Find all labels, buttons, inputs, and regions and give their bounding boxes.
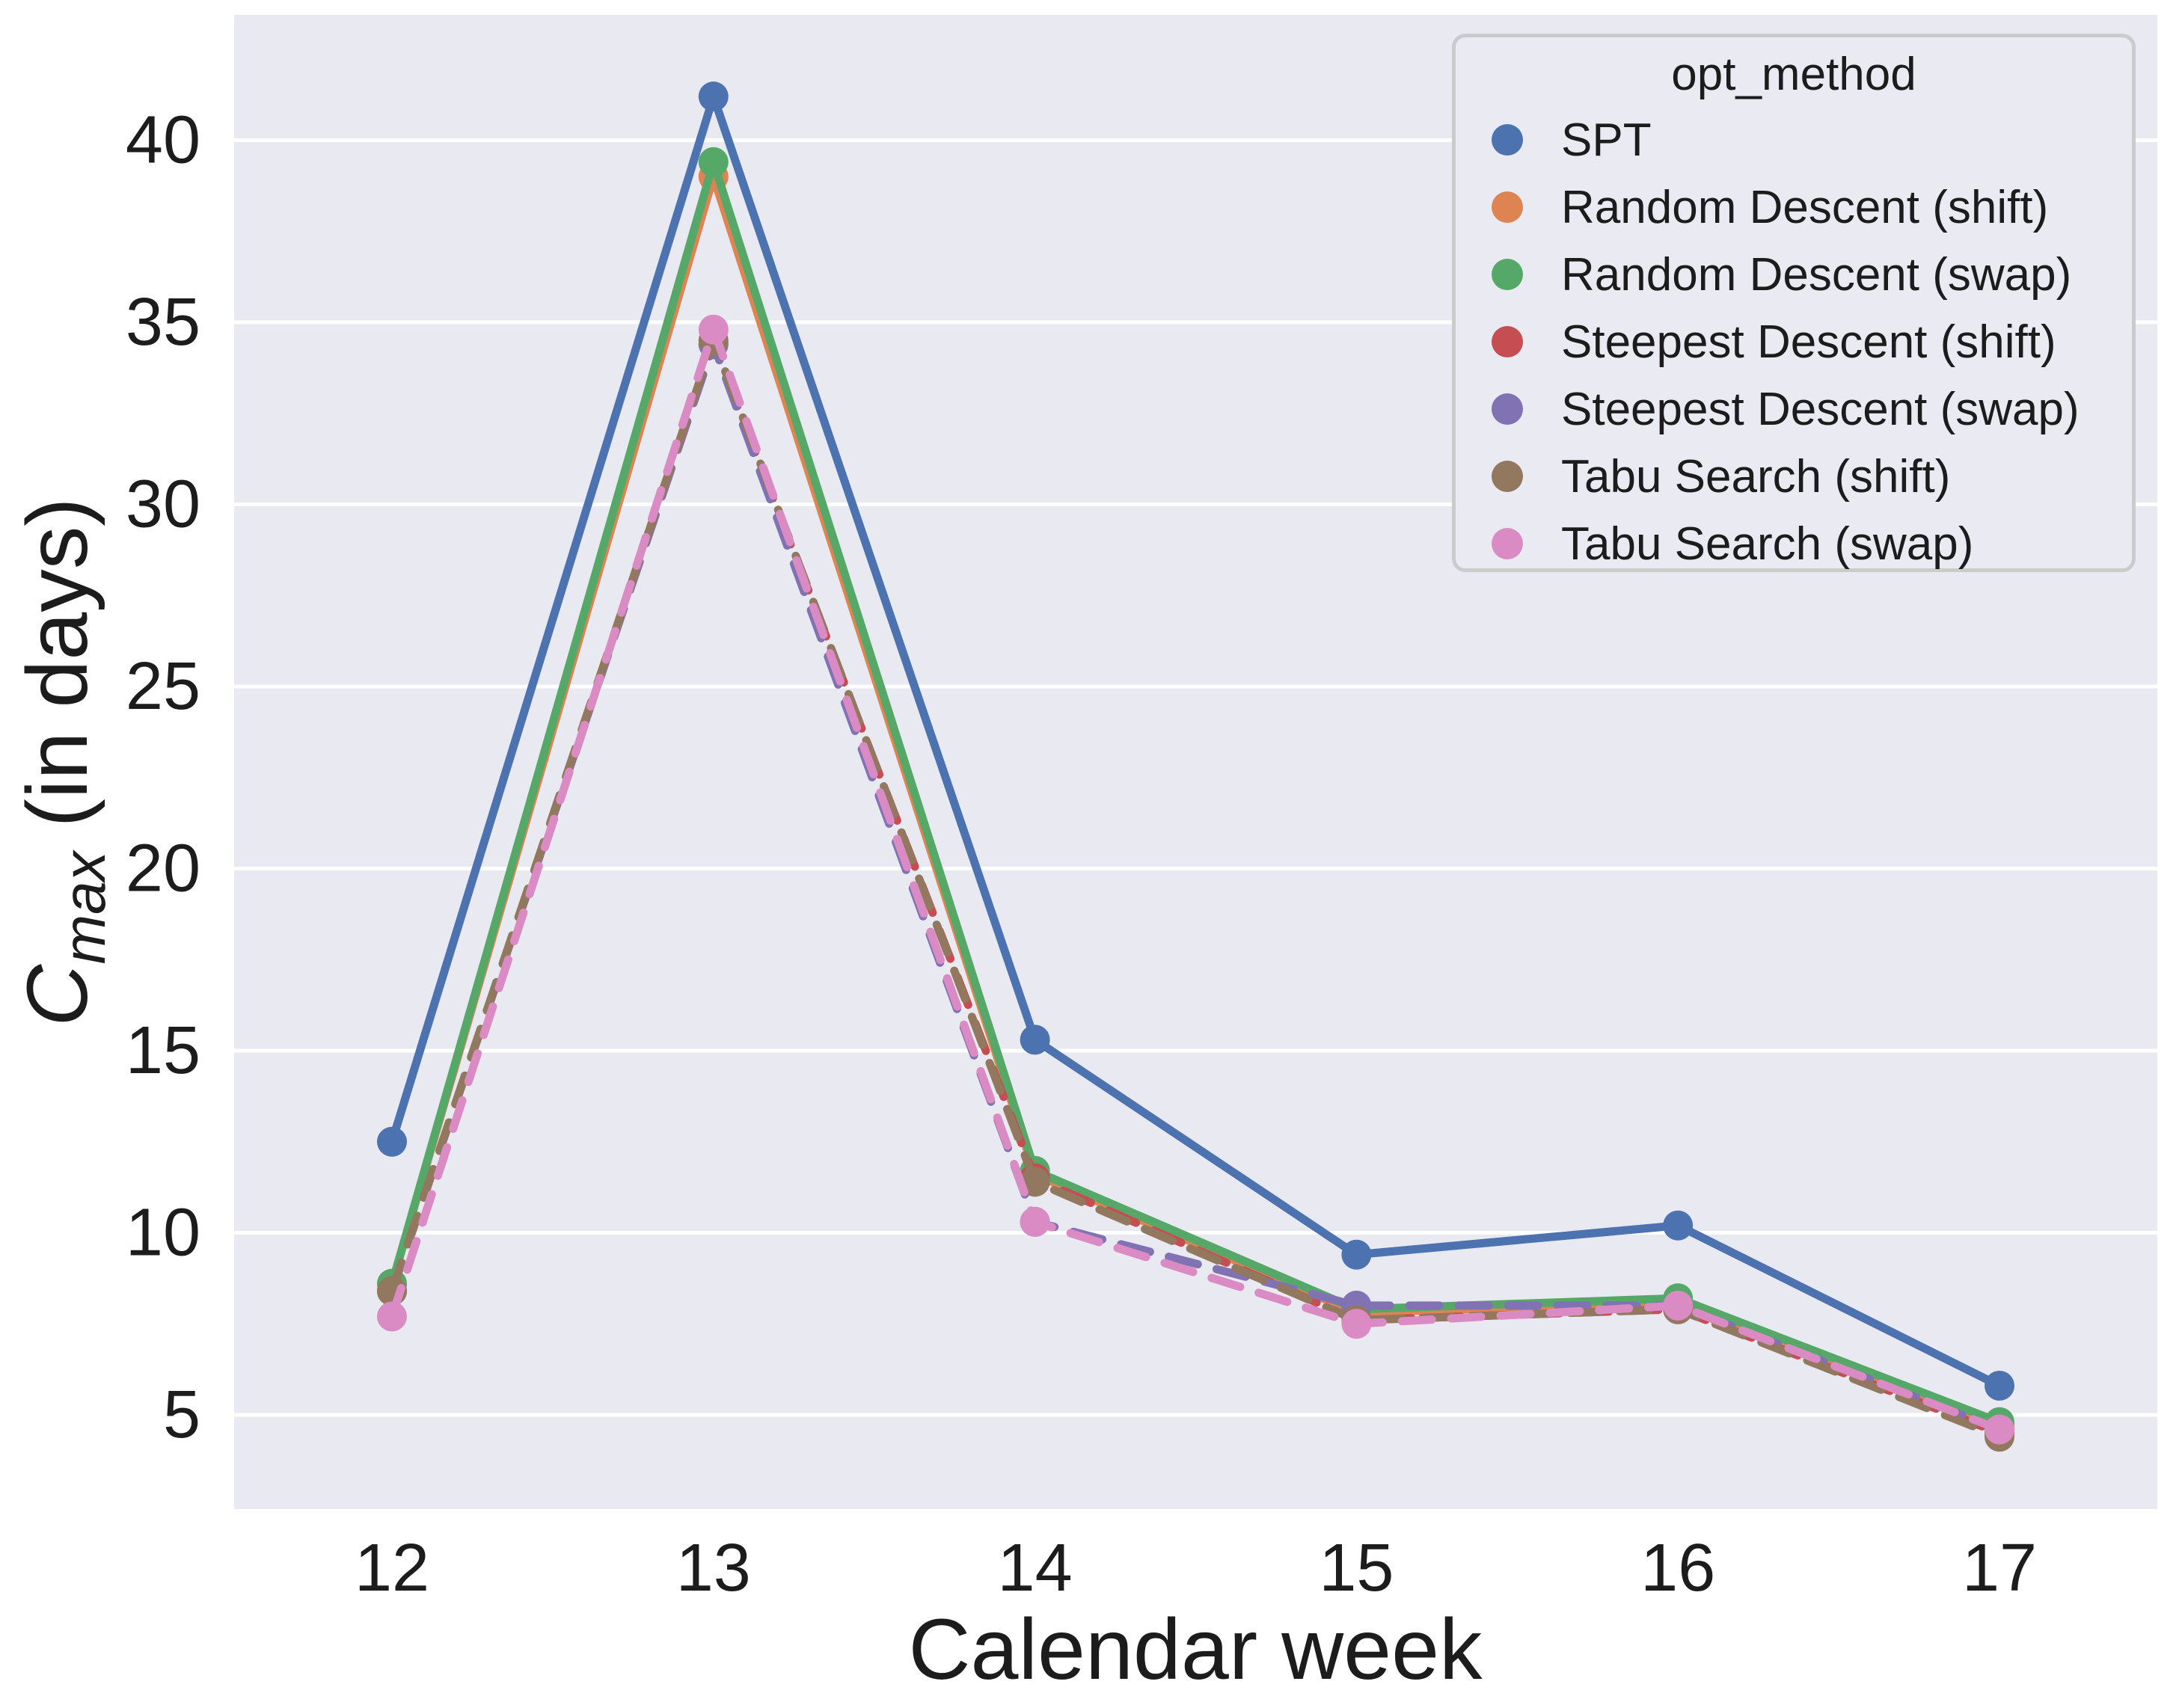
legend: opt_method SPT Random Descent (shift) Rand…: [1452, 34, 2136, 572]
legend-entries: SPT Random Descent (shift) Random Descent …: [1456, 106, 2132, 577]
y-axis-label: Cmax (in days): [1, 347, 117, 1177]
data-point-tabu-search-swap-week-14: [1020, 1206, 1050, 1237]
x-axis-label: Calendar week: [908, 1602, 1483, 1698]
x-tick-label-15: 15: [1319, 1531, 1394, 1606]
legend-entry-label: Tabu Search (shift): [1561, 450, 1951, 503]
legend-entry-steepest-descent-shift: Steepest Descent (shift): [1456, 308, 2132, 375]
data-point-spt-week-12: [377, 1126, 407, 1157]
series-line-spt: [387, 92, 2004, 1390]
legend-entry-label: SPT: [1561, 114, 1652, 166]
y-axis-label-subscript: max: [51, 851, 117, 965]
data-point-spt-week-15: [1341, 1239, 1372, 1270]
x-tick-label-12: 12: [355, 1531, 429, 1606]
y-tick-label-25: 25: [126, 649, 200, 724]
y-tick-label-10: 10: [126, 1196, 200, 1271]
data-point-spt-week-13: [698, 82, 729, 112]
legend-marker-icon: [1492, 191, 1523, 223]
series-line-tabu-search-swap: [387, 325, 2004, 1434]
y-tick-labels: 5 10 15 20 25 30 35 40: [126, 103, 200, 1453]
y-tick-label-15: 15: [126, 1013, 200, 1088]
legend-marker-icon: [1492, 124, 1523, 156]
legend-entry-label: Tabu Search (swap): [1561, 517, 1974, 570]
series-spt: [377, 82, 2014, 1401]
x-tick-label-14: 14: [998, 1531, 1073, 1606]
data-point-spt-week-14: [1020, 1025, 1050, 1055]
x-tick-label-17: 17: [1962, 1531, 2037, 1606]
legend-entry-steepest-descent-swap: Steepest Descent (swap): [1456, 375, 2132, 443]
legend-entry-label: Random Descent (shift): [1561, 181, 2049, 233]
data-point-tabu-search-swap-week-15: [1341, 1309, 1372, 1339]
legend-marker-icon: [1492, 461, 1523, 492]
y-axis-label-symbol: C: [10, 964, 105, 1027]
data-point-tabu-search-swap-week-12: [377, 1301, 407, 1332]
x-tick-label-13: 13: [676, 1531, 751, 1606]
legend-marker-icon: [1492, 326, 1523, 357]
legend-entry-tabu-search-shift: Tabu Search (shift): [1456, 443, 2132, 510]
legend-entry-label: Random Descent (swap): [1561, 248, 2072, 301]
legend-entry-spt: SPT: [1456, 106, 2132, 173]
data-point-tabu-search-swap-week-13: [698, 314, 729, 345]
legend-marker-icon: [1492, 259, 1523, 290]
legend-title: opt_method: [1671, 49, 1916, 100]
data-point-spt-week-16: [1663, 1210, 1694, 1241]
legend-entry-random-descent-swap: Random Descent (swap): [1456, 241, 2132, 308]
y-tick-label-40: 40: [126, 103, 200, 178]
x-tick-label-16: 16: [1640, 1531, 1715, 1606]
data-point-tabu-search-swap-week-17: [1985, 1414, 2014, 1445]
y-tick-label-5: 5: [163, 1377, 200, 1452]
legend-entry-label: Steepest Descent (shift): [1561, 316, 2056, 368]
data-point-tabu-search-swap-week-16: [1663, 1290, 1694, 1321]
y-tick-label-35: 35: [126, 285, 200, 360]
y-tick-label-30: 30: [126, 467, 200, 542]
y-tick-label-20: 20: [126, 832, 200, 906]
legend-marker-icon: [1492, 528, 1523, 559]
legend-entry-random-descent-shift: Random Descent (shift): [1456, 173, 2132, 241]
legend-marker-icon: [1492, 393, 1523, 425]
data-point-random-descent-swap-week-13: [698, 147, 729, 177]
series-line-random-descent-swap: [387, 158, 2004, 1427]
data-point-spt-week-17: [1985, 1371, 2014, 1401]
legend-entry-label: Steepest Descent (swap): [1561, 383, 2080, 435]
y-axis-label-units: (in days): [10, 497, 105, 852]
x-tick-labels: 12 13 14 15 16 17: [355, 1531, 2037, 1606]
series-tabu-search-swap: [377, 314, 2014, 1445]
legend-entry-tabu-search-swap: Tabu Search (swap): [1456, 510, 2132, 577]
